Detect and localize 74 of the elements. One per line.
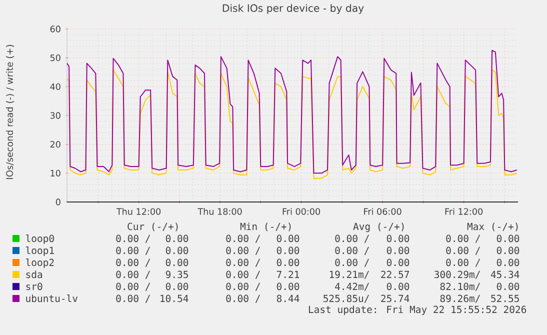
text: Cur (-/+) — [128, 222, 178, 232]
x-tick-label: Fri 00:00 — [282, 208, 320, 215]
text: 7.21 — [276, 270, 300, 278]
x-tick-label: Fri 12:00 — [445, 208, 483, 215]
text: 0.00 — [386, 258, 410, 266]
text: 4.42m/ — [335, 282, 369, 291]
text: Min (-/+) — [240, 222, 291, 232]
text: 22.57 — [381, 270, 409, 278]
text: Avg (-/+) — [353, 222, 404, 232]
text: 0.00 / — [116, 282, 150, 291]
text: 19.21m/ — [330, 270, 369, 279]
x-tick-label: Thu 12:00 — [116, 208, 161, 215]
text: 525.85u/ — [324, 294, 369, 303]
text: 300.29m/ — [434, 270, 480, 279]
legend-label: ubuntu-lv — [26, 294, 78, 302]
y-tick-label: 40 — [50, 83, 60, 90]
text: 0.00 / — [226, 282, 260, 291]
y-tick-label: 30 — [50, 112, 60, 119]
text: 0.00 — [276, 246, 300, 254]
text: 0.00 / — [226, 294, 260, 303]
text: 0.00 / — [116, 234, 150, 243]
text: 89.26m/ — [440, 294, 480, 303]
x-tick-label: Fri 06:00 — [364, 208, 402, 215]
text: 0.00 — [276, 258, 300, 266]
text: 0.00 — [386, 246, 410, 254]
text: 0.00 / — [335, 246, 369, 255]
legend-label: loop2 — [26, 258, 54, 268]
text: 0.00 — [496, 258, 520, 266]
chart-title: Disk IOs per device - by day — [222, 4, 364, 14]
y-tick-label: 0 — [56, 198, 60, 206]
legend-label: sda — [26, 270, 42, 278]
legend-label: sr0 — [26, 282, 42, 290]
legend-label: loop1 — [26, 246, 54, 256]
text: 0.00 — [496, 282, 520, 290]
text: 0.00 / — [335, 234, 369, 243]
text: 0.00 / — [226, 246, 260, 255]
text: 0.00 / — [226, 234, 260, 243]
x-tick-label: Thu 18:00 — [198, 208, 242, 215]
text: 8.44 — [276, 294, 300, 302]
text: Last update: Fri May 22 15:55:52 2026 — [308, 306, 526, 316]
text: 52.55 — [491, 294, 519, 302]
text: 0.00 — [166, 282, 188, 290]
text: 0.00 / — [116, 246, 150, 255]
legend-label: loop0 — [26, 234, 54, 244]
text: 25.74 — [381, 294, 410, 302]
text: 0.00 / — [446, 234, 480, 243]
text: 0.00 — [276, 282, 300, 290]
text: 0.00 — [276, 234, 300, 242]
y-tick-label: 60 — [50, 26, 60, 32]
text: 45.34 — [490, 270, 520, 278]
text: 0.00 — [386, 234, 410, 242]
line-series — [66, 50, 518, 174]
text: 0.00 / — [335, 258, 369, 267]
text: 0.00 / — [226, 270, 260, 279]
text: 0.00 / — [446, 258, 480, 267]
text: 0.00 — [166, 234, 188, 242]
text: 10.54 — [160, 294, 188, 302]
y-tick-label: 10 — [50, 170, 60, 176]
text: 0.00 / — [116, 294, 150, 303]
y-tick-label: 50 — [50, 54, 60, 62]
y-axis-title: IOs/second read (-) / write (+) — [6, 44, 14, 179]
text: 0.00 — [166, 258, 188, 266]
text: 0.00 — [166, 246, 188, 254]
text: 0.00 — [386, 282, 410, 290]
text: 82.10m/ — [440, 282, 480, 291]
text: 9.35 — [166, 270, 188, 278]
text: 0.00 / — [116, 270, 150, 279]
text: 0.00 / — [446, 246, 480, 255]
y-tick-label: 20 — [50, 141, 60, 148]
text: 0.00 / — [226, 258, 260, 267]
text: 0.00 — [496, 234, 520, 242]
text: 0.00 — [496, 246, 520, 254]
text: 0.00 / — [116, 258, 150, 267]
text: Max (-/+) — [467, 222, 518, 232]
